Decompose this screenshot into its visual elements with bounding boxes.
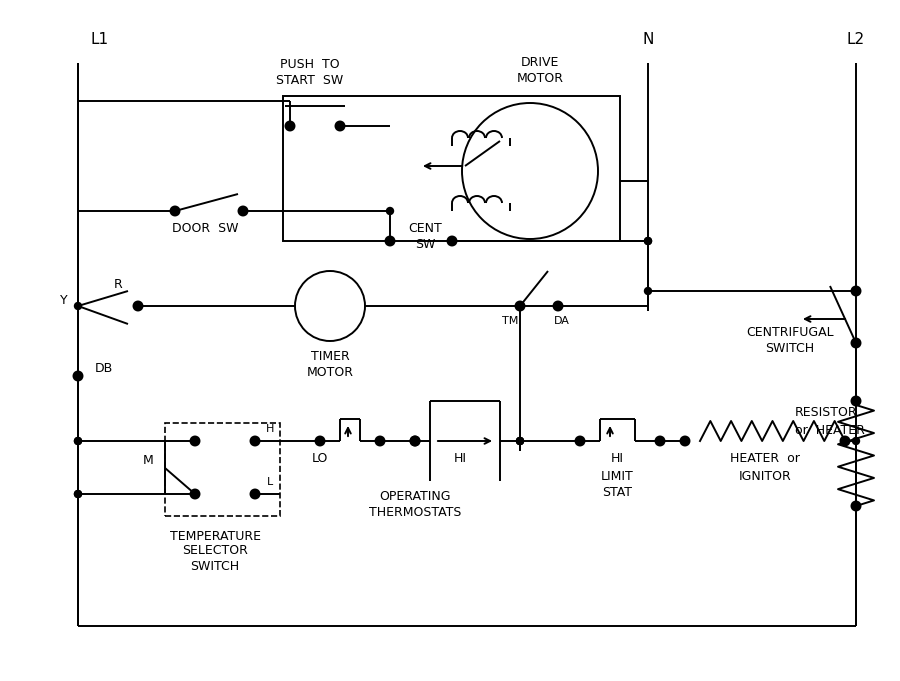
- Circle shape: [517, 437, 524, 445]
- Circle shape: [655, 437, 664, 445]
- Circle shape: [644, 238, 652, 244]
- Text: L: L: [267, 477, 273, 487]
- Bar: [165, 423, 280, 516]
- Text: STAT: STAT: [602, 486, 632, 499]
- Text: HI: HI: [610, 452, 624, 466]
- Circle shape: [516, 302, 525, 311]
- Text: PUSH  TO: PUSH TO: [280, 57, 340, 71]
- Circle shape: [75, 437, 82, 445]
- Circle shape: [410, 437, 419, 445]
- Text: L2: L2: [847, 31, 865, 46]
- Text: L1: L1: [90, 31, 108, 46]
- Text: SWITCH: SWITCH: [765, 343, 814, 355]
- Text: DRIVE: DRIVE: [521, 57, 559, 69]
- Circle shape: [851, 501, 860, 511]
- Circle shape: [316, 437, 325, 445]
- Circle shape: [75, 437, 82, 445]
- Text: MOTOR: MOTOR: [307, 366, 354, 379]
- Circle shape: [517, 302, 524, 309]
- Circle shape: [410, 437, 419, 445]
- Text: OPERATING: OPERATING: [379, 490, 451, 503]
- Circle shape: [517, 437, 524, 445]
- Text: RESISTOR: RESISTOR: [795, 407, 858, 419]
- Circle shape: [250, 437, 259, 445]
- Text: or  HEATER: or HEATER: [795, 424, 865, 437]
- Circle shape: [336, 121, 345, 131]
- Text: LO: LO: [311, 452, 328, 466]
- Text: R: R: [113, 277, 122, 291]
- Circle shape: [133, 302, 142, 311]
- Circle shape: [517, 437, 524, 445]
- Text: MOTOR: MOTOR: [517, 72, 563, 84]
- Circle shape: [841, 437, 850, 445]
- Circle shape: [517, 302, 524, 309]
- Text: IGNITOR: IGNITOR: [739, 469, 791, 483]
- Text: START  SW: START SW: [276, 74, 344, 87]
- Bar: [283, 96, 620, 241]
- Circle shape: [575, 437, 584, 445]
- Circle shape: [447, 236, 456, 245]
- Circle shape: [74, 372, 83, 381]
- Circle shape: [680, 437, 689, 445]
- Text: CENT: CENT: [408, 221, 442, 234]
- Text: TEMPERATURE: TEMPERATURE: [169, 530, 260, 543]
- Text: M: M: [142, 454, 153, 467]
- Circle shape: [250, 490, 259, 498]
- Circle shape: [644, 238, 652, 244]
- Circle shape: [75, 490, 82, 498]
- Circle shape: [191, 437, 200, 445]
- Text: SW: SW: [415, 238, 436, 251]
- Circle shape: [851, 287, 860, 296]
- Circle shape: [285, 121, 294, 131]
- Circle shape: [75, 302, 82, 309]
- Circle shape: [852, 437, 860, 445]
- Circle shape: [385, 236, 394, 245]
- Circle shape: [170, 206, 179, 215]
- Text: SWITCH: SWITCH: [191, 560, 239, 573]
- Circle shape: [644, 287, 652, 294]
- Text: DOOR  SW: DOOR SW: [172, 221, 238, 234]
- Text: Y: Y: [60, 294, 68, 308]
- Circle shape: [386, 208, 393, 215]
- Text: CENTRIFUGAL: CENTRIFUGAL: [746, 326, 833, 340]
- Text: TM: TM: [502, 316, 518, 326]
- Text: N: N: [643, 31, 653, 46]
- Text: SELECTOR: SELECTOR: [182, 545, 248, 558]
- Text: LIMIT: LIMIT: [600, 469, 634, 483]
- Text: HEATER  or: HEATER or: [730, 452, 800, 466]
- Circle shape: [375, 437, 384, 445]
- Circle shape: [191, 490, 200, 498]
- Text: DB: DB: [95, 362, 113, 375]
- Circle shape: [75, 490, 82, 498]
- Circle shape: [554, 302, 562, 311]
- Text: TIMER: TIMER: [310, 349, 349, 362]
- Text: THERMOSTATS: THERMOSTATS: [369, 507, 461, 520]
- Text: H: H: [266, 424, 274, 434]
- Circle shape: [238, 206, 248, 215]
- Text: DA: DA: [554, 316, 570, 326]
- Circle shape: [851, 338, 860, 347]
- Circle shape: [851, 396, 860, 405]
- Text: HI: HI: [454, 452, 466, 466]
